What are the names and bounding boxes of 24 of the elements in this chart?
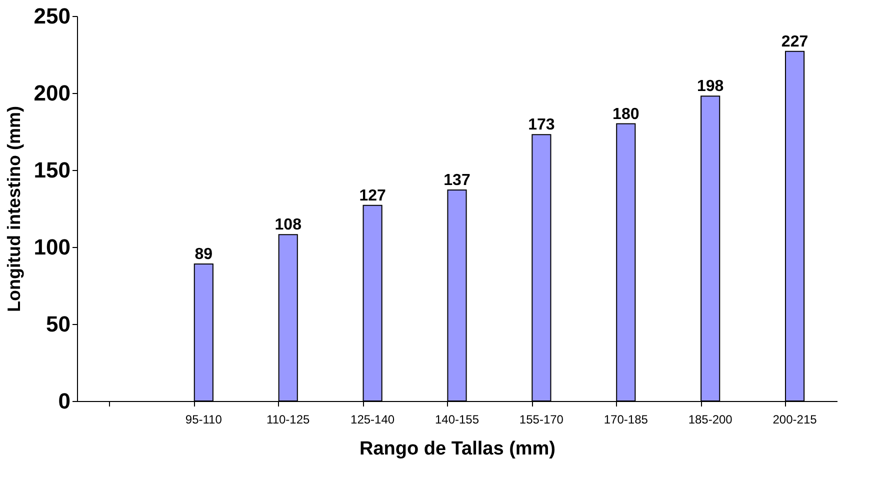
y-tick-label: 50	[46, 312, 70, 336]
y-tick-label: 150	[34, 158, 70, 182]
x-tick-label: 185-200	[688, 412, 733, 426]
data-label: 89	[194, 246, 213, 263]
y-tick-label: 0	[58, 388, 70, 414]
data-label: 173	[528, 116, 555, 134]
y-tick-label: 250	[34, 4, 70, 28]
data-label: 180	[612, 106, 640, 123]
x-tick-label: 155-170	[519, 412, 564, 426]
data-label: 227	[781, 33, 808, 50]
x-tick-label: 95-110	[185, 412, 222, 426]
x-tick-label: 170-185	[604, 412, 648, 426]
x-tick-label: 200-215	[772, 412, 818, 426]
data-label: 137	[444, 172, 470, 190]
y-tick-label: 200	[34, 80, 70, 106]
data-label: 127	[359, 187, 386, 204]
data-label: 198	[696, 78, 724, 96]
x-tick-label: 110-125	[266, 412, 310, 426]
x-tick-label: 140-155	[434, 412, 480, 426]
y-tick-label: 100	[34, 234, 70, 260]
x-tick-label: 125-140	[350, 412, 395, 426]
data-label: 108	[274, 216, 302, 234]
x-axis-title: Rango de Tallas (mm)	[359, 438, 556, 460]
y-axis-title: Longitud intestino (mm)	[4, 106, 24, 312]
